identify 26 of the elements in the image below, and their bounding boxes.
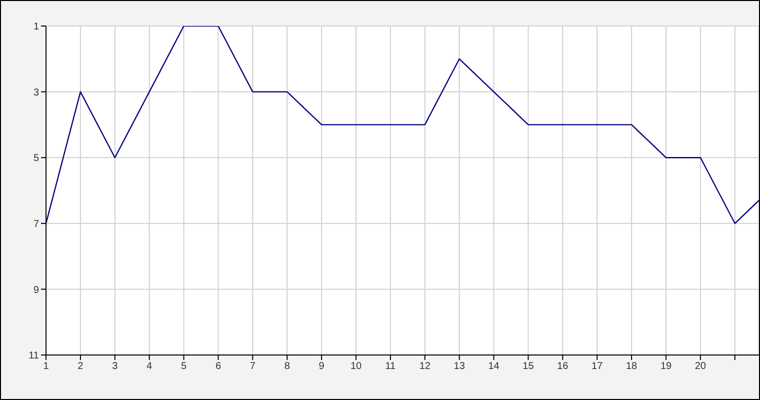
x-tick-label: 19 bbox=[660, 361, 672, 372]
y-tick-label: 7 bbox=[33, 218, 40, 230]
y-tick-label: 9 bbox=[33, 284, 40, 296]
x-tick-label: 1 bbox=[43, 361, 50, 372]
x-tick-label: 4 bbox=[146, 361, 153, 372]
x-tick-label: 6 bbox=[215, 361, 222, 372]
x-tick-label: 13 bbox=[454, 361, 466, 372]
x-tick-label: 15 bbox=[522, 361, 534, 372]
x-tick-label: 17 bbox=[592, 361, 604, 372]
x-tick-label: 16 bbox=[557, 361, 569, 372]
x-tick-label: 2 bbox=[78, 361, 84, 372]
x-tick-label: 5 bbox=[180, 361, 187, 372]
y-tick-label: 5 bbox=[33, 153, 40, 164]
x-tick-label: 10 bbox=[350, 361, 362, 372]
x-tick-label: 14 bbox=[488, 361, 500, 372]
x-tick-label: 18 bbox=[626, 361, 638, 372]
x-tick-label: 3 bbox=[112, 361, 118, 372]
x-tick-label: 12 bbox=[419, 361, 431, 372]
y-tick-label: 11 bbox=[28, 350, 40, 362]
x-tick-label: 20 bbox=[694, 361, 706, 372]
x-tick-label: 7 bbox=[250, 361, 256, 372]
y-tick-label: 1 bbox=[33, 22, 40, 33]
x-tick-label: 8 bbox=[284, 361, 290, 372]
x-tick-label: 9 bbox=[318, 361, 325, 372]
x-tick-label: 11 bbox=[385, 361, 396, 372]
y-tick-label: 3 bbox=[33, 87, 40, 98]
